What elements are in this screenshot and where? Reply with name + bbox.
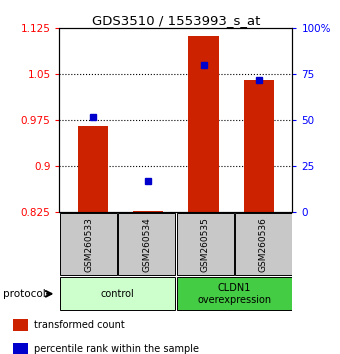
Text: GSM260534: GSM260534 — [142, 217, 151, 272]
Text: protocol: protocol — [3, 289, 46, 299]
FancyBboxPatch shape — [235, 213, 292, 275]
Bar — [78, 126, 108, 212]
FancyBboxPatch shape — [60, 213, 117, 275]
Bar — [244, 80, 274, 212]
FancyBboxPatch shape — [176, 213, 234, 275]
Text: GSM260536: GSM260536 — [259, 217, 268, 272]
Title: GDS3510 / 1553993_s_at: GDS3510 / 1553993_s_at — [92, 14, 260, 27]
Text: GSM260533: GSM260533 — [84, 217, 93, 272]
Text: CLDN1
overexpression: CLDN1 overexpression — [197, 283, 271, 305]
Bar — [188, 36, 219, 212]
Text: GSM260535: GSM260535 — [201, 217, 209, 272]
Text: transformed count: transformed count — [34, 320, 125, 330]
FancyBboxPatch shape — [176, 277, 292, 310]
Text: control: control — [101, 289, 135, 299]
Bar — [13, 319, 28, 331]
FancyBboxPatch shape — [118, 213, 175, 275]
FancyBboxPatch shape — [60, 277, 175, 310]
Bar — [133, 211, 164, 212]
Text: percentile rank within the sample: percentile rank within the sample — [34, 344, 199, 354]
Bar — [13, 343, 28, 354]
